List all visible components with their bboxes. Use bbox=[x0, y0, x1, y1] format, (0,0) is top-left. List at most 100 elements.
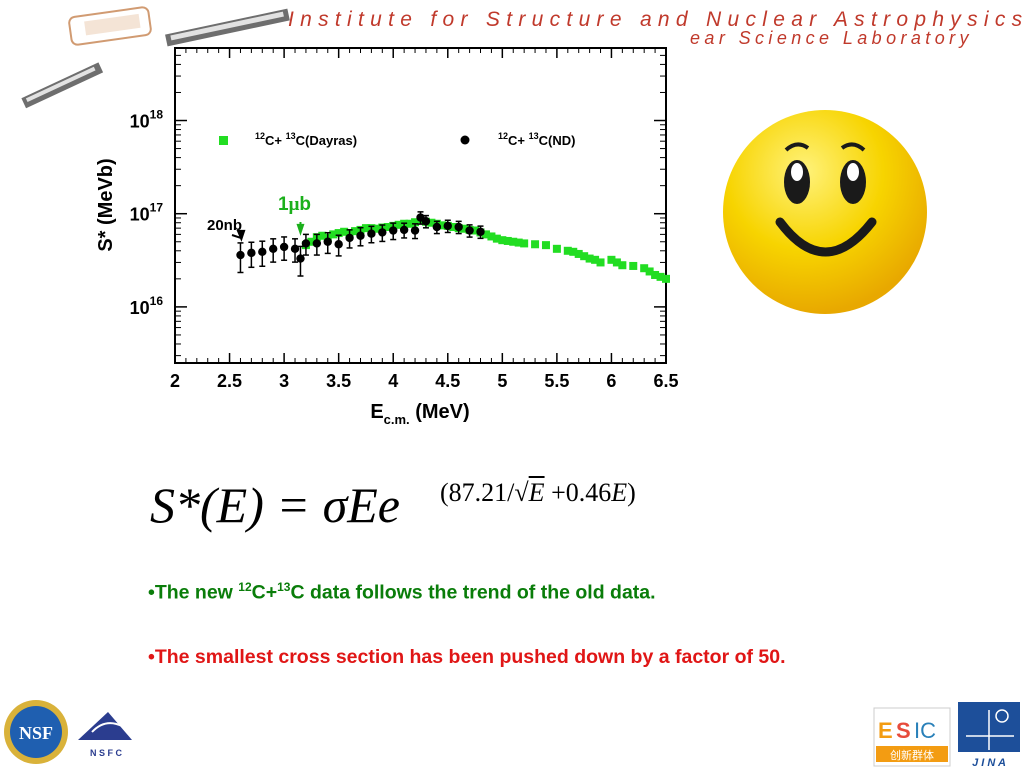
legend-label-dayras: 12C+ 13C(Dayras) bbox=[255, 131, 357, 148]
esic-logo: E S IC 创新群体 bbox=[873, 707, 951, 767]
header-institute: Institute for Structure and Nuclear Astr… bbox=[288, 8, 1024, 31]
x-tick-label: 5 bbox=[497, 371, 507, 391]
data-point-dayras bbox=[618, 261, 627, 270]
data-point-nd bbox=[258, 247, 267, 257]
data-point-nd bbox=[399, 225, 409, 235]
data-point-dayras bbox=[498, 236, 507, 245]
x-tick-label: 4.5 bbox=[435, 371, 460, 391]
x-tick-label: 2 bbox=[170, 371, 180, 391]
nsfc-logo: N S F C bbox=[78, 712, 132, 758]
formula-s-factor: S*(E) = σEe (87.21/√E +0.46E) bbox=[150, 476, 636, 534]
data-point-dayras bbox=[569, 247, 578, 256]
data-point-nd bbox=[247, 248, 256, 258]
x-tick-label: 6.5 bbox=[653, 371, 678, 391]
data-point-dayras bbox=[509, 237, 518, 246]
data-point-dayras bbox=[612, 258, 621, 267]
data-point-dayras bbox=[383, 223, 392, 232]
bullet-trend: •The new 12C+13C data follows the trend … bbox=[148, 580, 656, 604]
formula-lhs: S*(E) = σEe bbox=[150, 477, 400, 533]
ornament-bar-top bbox=[165, 8, 290, 47]
data-point-dayras bbox=[656, 272, 665, 281]
data-point-dayras bbox=[503, 236, 512, 245]
svg-text:S: S bbox=[896, 718, 911, 743]
legend-marker-dayras bbox=[219, 136, 228, 145]
svg-text:N S F C: N S F C bbox=[90, 748, 123, 758]
annotation-1ub: 1μb bbox=[278, 194, 311, 215]
data-point-dayras bbox=[307, 237, 316, 246]
nsf-logo: NSF bbox=[4, 700, 68, 764]
data-point-nd bbox=[290, 244, 300, 254]
data-point-nd bbox=[323, 237, 332, 246]
data-point-nd bbox=[312, 239, 322, 248]
annotation-20nb: 20nb bbox=[207, 217, 242, 234]
data-point-nd bbox=[465, 226, 474, 235]
data-point-nd bbox=[432, 222, 442, 232]
data-point-dayras bbox=[405, 219, 414, 228]
data-point-nd bbox=[269, 244, 278, 254]
data-point-dayras bbox=[651, 270, 660, 279]
svg-text:J I N A: J I N A bbox=[972, 757, 1006, 768]
data-point-nd bbox=[296, 254, 305, 263]
data-point-dayras bbox=[645, 267, 654, 276]
data-point-dayras bbox=[552, 244, 561, 253]
data-point-dayras bbox=[329, 230, 338, 239]
data-point-dayras bbox=[411, 218, 420, 227]
data-point-nd bbox=[389, 226, 398, 235]
x-tick-label: 6 bbox=[606, 371, 616, 391]
data-point-nd bbox=[410, 226, 420, 235]
data-point-dayras bbox=[662, 274, 670, 283]
data-point-dayras bbox=[427, 218, 436, 227]
y-tick-label: 1018 bbox=[130, 108, 164, 132]
svg-text:NSF: NSF bbox=[19, 723, 53, 743]
data-point-dayras bbox=[607, 255, 616, 264]
y-axis-label: S* (MeVb) bbox=[95, 158, 117, 251]
data-point-dayras bbox=[492, 234, 501, 243]
arrow-head-1ub bbox=[296, 223, 305, 236]
data-point-dayras bbox=[563, 246, 572, 255]
data-point-nd bbox=[334, 240, 343, 249]
data-point-dayras bbox=[460, 224, 469, 233]
data-point-dayras bbox=[574, 249, 583, 258]
data-point-dayras bbox=[640, 264, 649, 273]
data-point-dayras bbox=[394, 220, 403, 229]
y-tick-label: 1017 bbox=[130, 201, 164, 225]
data-point-dayras bbox=[372, 224, 381, 233]
x-tick-label: 3.5 bbox=[326, 371, 351, 391]
data-point-dayras bbox=[585, 254, 594, 263]
ornament-top-left bbox=[68, 6, 152, 46]
arrow-20nb bbox=[231, 234, 241, 239]
y-tick-label: 1016 bbox=[130, 294, 164, 318]
data-point-dayras bbox=[449, 223, 458, 232]
x-tick-label: 4 bbox=[388, 371, 398, 391]
funding-logos-right: E S IC 创新群体 J I N A bbox=[873, 702, 1020, 768]
legend-marker-nd bbox=[460, 135, 470, 145]
data-point-dayras bbox=[520, 239, 529, 248]
data-point-dayras bbox=[351, 227, 360, 236]
data-point-dayras bbox=[340, 227, 349, 236]
svg-text:创新群体: 创新群体 bbox=[890, 748, 934, 762]
data-point-dayras bbox=[596, 258, 605, 267]
data-point-nd bbox=[345, 233, 354, 243]
data-point-dayras bbox=[514, 238, 523, 247]
data-point-nd bbox=[421, 217, 431, 226]
x-axis-label-main: E bbox=[370, 401, 383, 423]
data-point-dayras bbox=[438, 221, 447, 230]
plot-frame bbox=[174, 47, 667, 364]
data-point-nd bbox=[378, 228, 387, 237]
data-point-nd bbox=[367, 229, 376, 238]
data-point-dayras bbox=[580, 252, 589, 261]
x-axis-label: Ec.m. (MeV) bbox=[370, 401, 469, 427]
x-tick-label: 5.5 bbox=[544, 371, 569, 391]
data-point-nd bbox=[454, 222, 463, 232]
bullet-smallest: •The smallest cross section has been pus… bbox=[148, 646, 786, 668]
data-point-nd bbox=[236, 250, 245, 260]
x-tick-label: 3 bbox=[279, 371, 289, 391]
data-point-nd bbox=[356, 231, 365, 240]
data-point-nd bbox=[443, 221, 452, 231]
data-point-dayras bbox=[361, 224, 370, 233]
data-point-dayras bbox=[318, 231, 327, 240]
jina-logo: J I N A bbox=[958, 702, 1020, 768]
ornament-bar-left bbox=[21, 62, 104, 109]
data-point-nd bbox=[476, 227, 485, 236]
